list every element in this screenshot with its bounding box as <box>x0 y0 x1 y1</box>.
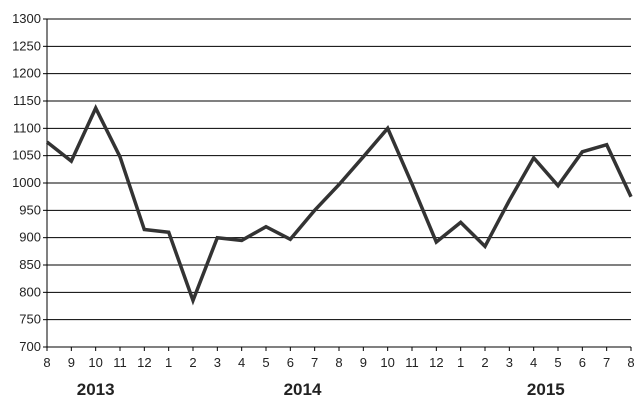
x-tick-label: 12 <box>429 355 443 370</box>
year-label: 2015 <box>527 380 565 399</box>
x-tick-label: 11 <box>405 355 419 370</box>
year-label: 2014 <box>284 380 322 399</box>
y-tick-label: 750 <box>19 312 41 327</box>
y-tick-label: 1100 <box>13 120 41 135</box>
y-tick-label: 1300 <box>12 11 41 26</box>
x-axis-tick-labels: 8 9 10 11 12 1 2 3 4 5 6 7 8 9 10 11 12 1 2 3 4 5 6 7 8 <box>43 347 635 370</box>
x-tick-label: 8 <box>627 355 634 370</box>
x-tick-label: 8 <box>335 355 342 370</box>
x-tick-label: 4 <box>530 355 537 370</box>
x-tick-label: 5 <box>262 355 269 370</box>
y-tick-label: 1150 <box>13 93 41 108</box>
x-tick-label: 4 <box>238 355 245 370</box>
y-tick-label: 1050 <box>12 148 41 163</box>
y-tick-label: 800 <box>19 284 41 299</box>
x-tick-label: 9 <box>360 355 367 370</box>
x-tick-label: 7 <box>311 355 318 370</box>
x-tick-label: 6 <box>579 355 586 370</box>
x-tick-label: 2 <box>481 355 488 370</box>
x-tick-label: 10 <box>88 355 102 370</box>
series-line <box>45 104 633 306</box>
x-tick-label: 1 <box>457 355 464 370</box>
series-group <box>45 104 633 306</box>
x-tick-label: 9 <box>68 355 75 370</box>
x-tick-label: 5 <box>554 355 561 370</box>
year-label: 2013 <box>77 380 115 399</box>
y-tick-label: 1250 <box>12 38 41 53</box>
y-tick-label: 900 <box>19 230 41 245</box>
x-tick-label: 1 <box>165 355 172 370</box>
y-tick-label: 850 <box>19 257 41 272</box>
x-tick-label: 10 <box>380 355 394 370</box>
gridlines <box>47 18 631 348</box>
y-tick-label: 700 <box>19 339 41 354</box>
year-labels: 2013 2014 2015 <box>77 380 565 399</box>
x-tick-label: 3 <box>214 355 221 370</box>
x-tick-label: 7 <box>603 355 610 370</box>
x-tick-label: 2 <box>189 355 196 370</box>
x-tick-label: 3 <box>506 355 513 370</box>
y-tick-label: 1000 <box>12 175 41 190</box>
y-tick-label: 1200 <box>12 66 41 81</box>
x-tick-label: 12 <box>137 355 151 370</box>
axes <box>46 19 631 348</box>
y-tick-label: 950 <box>19 202 41 217</box>
x-tick-label: 8 <box>43 355 50 370</box>
x-tick-label: 6 <box>287 355 294 370</box>
y-axis-tick-labels: 700 750 800 850 900 950 1000 1050 1100 1150 1200 12… <box>12 11 47 354</box>
x-tick-label: 11 <box>113 355 127 370</box>
